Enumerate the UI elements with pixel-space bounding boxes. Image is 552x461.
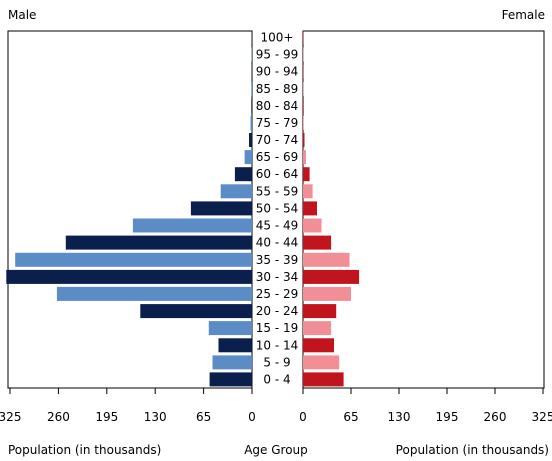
- female-bar: [303, 338, 334, 353]
- female-bar: [303, 372, 344, 387]
- age-group-labels: 0 - 4 5 - 9 10 - 14 15 - 19 20 - 24 25 - 29 30…: [256, 30, 299, 386]
- female-tick-label: 130: [388, 410, 411, 424]
- male-bar: [6, 269, 252, 284]
- male-bar: [56, 286, 253, 301]
- male-bar: [251, 81, 252, 96]
- female-bar: [303, 304, 337, 319]
- male-bars: [6, 30, 253, 387]
- male-tick-label: 130: [144, 410, 167, 424]
- age-group-axis-label: Age Group: [244, 443, 308, 457]
- male-bar: [208, 321, 252, 336]
- age-group-label: 0 - 4: [263, 372, 290, 386]
- female-bar: [303, 252, 350, 267]
- female-bar: [303, 269, 360, 284]
- male-bar: [220, 184, 252, 199]
- age-group-label: 100+: [261, 30, 294, 44]
- age-group-label: 70 - 74: [256, 133, 299, 147]
- age-group-label: 65 - 69: [256, 150, 299, 164]
- age-group-label: 80 - 84: [256, 99, 299, 113]
- male-bar: [15, 252, 253, 267]
- female-bars: [303, 30, 360, 387]
- age-group-label: 25 - 29: [256, 287, 299, 301]
- age-group-label: 10 - 14: [256, 338, 299, 352]
- male-bar: [251, 98, 252, 113]
- female-bar: [303, 286, 351, 301]
- female-tick-label: 195: [436, 410, 459, 424]
- male-tick-label: 65: [196, 410, 211, 424]
- male-bar: [244, 150, 252, 165]
- female-bar: [303, 321, 332, 336]
- male-axis-label: Population (in thousands): [8, 443, 161, 457]
- male-bar: [234, 167, 252, 182]
- female-axis-label: Population (in thousands): [396, 443, 549, 457]
- female-tick-label: 260: [484, 410, 507, 424]
- age-group-label: 45 - 49: [256, 219, 299, 233]
- female-tick-label: 0: [299, 410, 307, 424]
- male-bar: [65, 235, 252, 250]
- age-group-label: 30 - 34: [256, 270, 299, 284]
- age-group-label: 60 - 64: [256, 167, 299, 181]
- age-group-label: 50 - 54: [256, 201, 299, 215]
- male-bar: [132, 218, 252, 233]
- male-axis-ticks: 325 260 195 130 65 0: [0, 388, 256, 424]
- male-tick-label: 195: [95, 410, 118, 424]
- female-bar: [303, 184, 313, 199]
- male-bar: [218, 338, 252, 353]
- female-plot-frame: [302, 30, 545, 389]
- age-group-label: 75 - 79: [256, 116, 299, 130]
- male-tick-label: 260: [47, 410, 70, 424]
- female-tick-label: 65: [343, 410, 358, 424]
- female-bar: [303, 235, 332, 250]
- female-bar: [303, 150, 306, 165]
- age-group-label: 85 - 89: [256, 82, 299, 96]
- male-bar: [250, 115, 252, 130]
- age-group-label: 20 - 24: [256, 304, 299, 318]
- female-bar: [303, 218, 322, 233]
- age-group-label: 55 - 59: [256, 184, 299, 198]
- female-bar: [303, 133, 305, 147]
- female-bar: [303, 115, 304, 130]
- male-bar: [249, 133, 252, 147]
- male-bar: [140, 304, 252, 319]
- age-group-label: 40 - 44: [256, 236, 299, 250]
- age-group-label: 35 - 39: [256, 253, 299, 267]
- female-bar: [303, 98, 304, 113]
- age-group-label: 90 - 94: [256, 65, 299, 79]
- age-group-label: 5 - 9: [263, 355, 290, 369]
- female-bar: [303, 201, 317, 216]
- male-tick-label: 0: [248, 410, 256, 424]
- male-title: Male: [8, 8, 36, 22]
- female-title: Female: [502, 8, 545, 22]
- male-tick-label: 325: [0, 410, 21, 424]
- male-bar: [209, 372, 252, 387]
- female-bar: [303, 355, 340, 370]
- female-tick-label: 325: [532, 410, 552, 424]
- female-axis-ticks: 0 65 130 195 260 325: [299, 388, 552, 424]
- male-bar: [190, 201, 252, 216]
- male-bar: [212, 355, 252, 370]
- age-group-label: 15 - 19: [256, 321, 299, 335]
- age-group-label: 95 - 99: [256, 48, 299, 62]
- female-bar: [303, 167, 310, 182]
